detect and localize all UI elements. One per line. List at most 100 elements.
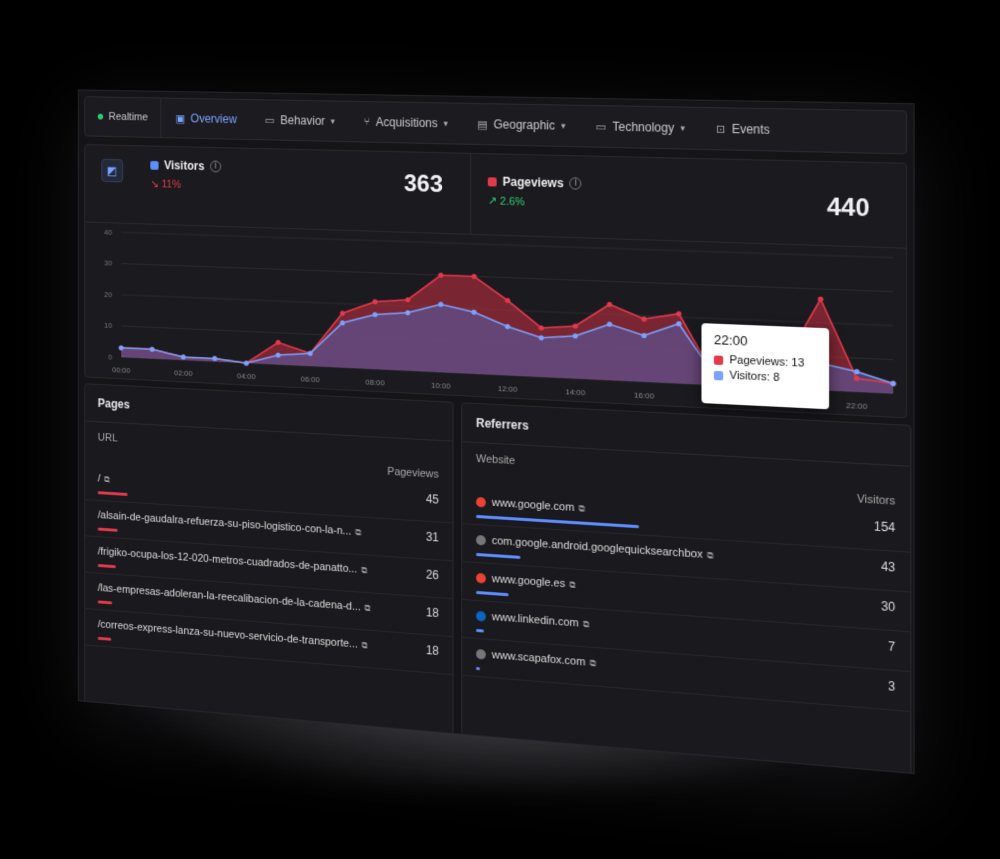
external-link-icon[interactable]: ⧉ <box>355 527 361 538</box>
chevron-down-icon: ▾ <box>331 116 335 127</box>
y-tick-label: 0 <box>108 353 113 362</box>
list-item-left: www.linkedin.com ⧉ <box>476 610 589 630</box>
list-item-left: www.google.es ⧉ <box>476 572 576 591</box>
x-tick-label: 14:00 <box>565 387 586 397</box>
pages-list: / ⧉ 45/alsain-de-gaudalra-refuerza-su-piso… <box>85 464 452 675</box>
list-item-label[interactable]: www.google.com <box>492 497 575 514</box>
external-link-icon[interactable]: ⧉ <box>707 549 714 561</box>
tooltip-pageviews-swatch <box>714 355 723 365</box>
visitors-point <box>119 345 124 350</box>
tab-acquisitions[interactable]: ⑂ Acquisitions ▾ <box>349 102 462 144</box>
list-item-value: 45 <box>426 492 439 507</box>
pageviews-swatch <box>488 177 497 186</box>
x-tick-label: 08:00 <box>365 378 385 388</box>
x-tick-label: 22:00 <box>846 401 868 412</box>
visitors-stat[interactable]: Visitors i ↘ 11% <box>150 158 221 192</box>
x-tick-label: 00:00 <box>112 365 131 375</box>
chart-toggle-icon[interactable]: ◩ <box>101 159 123 183</box>
list-item-left: www.google.com ⧉ <box>476 496 585 515</box>
progress-bar <box>98 528 118 532</box>
external-link-icon[interactable]: ⧉ <box>569 579 575 591</box>
visitors-swatch <box>150 160 158 169</box>
list-item-label[interactable]: / <box>98 473 101 485</box>
x-tick-label: 02:00 <box>174 368 193 378</box>
visitors-value: 363 <box>404 170 443 199</box>
list-item-value: 7 <box>888 639 895 654</box>
referrers-col-site: Website <box>476 453 515 467</box>
list-item-value: 26 <box>426 567 439 582</box>
globe-icon <box>476 649 486 660</box>
google-icon <box>476 573 486 584</box>
list-item-left: www.scapafox.com ⧉ <box>476 648 596 669</box>
tab-geographic[interactable]: ▤ Geographic ▾ <box>463 104 581 147</box>
visitors-change: ↘ 11% <box>150 177 221 192</box>
info-icon[interactable]: i <box>210 160 221 172</box>
tooltip-time: 22:00 <box>714 332 816 352</box>
google-icon <box>476 497 486 508</box>
external-link-icon[interactable]: ⧉ <box>104 474 110 485</box>
tab-overview[interactable]: ▣ Overview <box>162 99 251 140</box>
list-item-label[interactable]: www.google.es <box>492 573 566 590</box>
stats-divider <box>470 154 471 234</box>
tooltip-visitors: Visitors: 8 <box>729 369 779 384</box>
list-item-label[interactable]: www.scapafox.com <box>492 649 586 668</box>
tooltip-visitors-swatch <box>714 370 723 380</box>
tab-behavior[interactable]: ▭ Behavior ▾ <box>251 100 349 141</box>
list-item-value: 31 <box>426 530 439 545</box>
referrers-list: www.google.com ⧉ 154 com.google.android.goo… <box>462 486 910 712</box>
tooltip-pageviews: Pageviews: 13 <box>729 354 804 370</box>
live-dot-icon <box>98 114 103 120</box>
external-link-icon[interactable]: ⧉ <box>365 602 371 613</box>
list-item-value: 43 <box>881 559 895 575</box>
dashboard-icon: ▣ <box>175 112 185 125</box>
progress-bar <box>98 637 111 641</box>
realtime-label: Realtime <box>109 111 148 123</box>
external-link-icon[interactable]: ⧉ <box>361 564 367 575</box>
pageviews-label: Pageviews <box>503 175 564 191</box>
branch-icon: ⑂ <box>364 116 370 128</box>
linkedin-icon <box>476 611 486 622</box>
map-icon: ▤ <box>477 118 487 131</box>
target-icon: ⊡ <box>716 122 726 136</box>
external-link-icon[interactable]: ⧉ <box>578 503 584 515</box>
tab-overview-label: Overview <box>191 112 237 127</box>
browser-icon: ▭ <box>265 113 275 126</box>
referrers-panel: Referrers Website Visitors www.google.co… <box>461 402 911 774</box>
x-tick-label: 12:00 <box>498 384 518 394</box>
dashboard-screen: Realtime ▣ Overview ▭ Behavior ▾ ⑂ Acqui… <box>78 89 915 774</box>
progress-bar <box>476 591 508 596</box>
list-item-value: 3 <box>888 679 895 694</box>
info-icon[interactable]: i <box>570 177 582 189</box>
tab-technology-label: Technology <box>612 120 674 135</box>
x-tick-label: 06:00 <box>301 374 320 384</box>
tab-events-label: Events <box>732 122 770 137</box>
visitors-label: Visitors <box>164 158 204 173</box>
tab-events[interactable]: ⊡ Events <box>700 108 785 151</box>
top-nav: Realtime ▣ Overview ▭ Behavior ▾ ⑂ Acqui… <box>84 96 907 154</box>
progress-bar <box>476 553 520 559</box>
x-tick-label: 16:00 <box>634 391 655 401</box>
external-link-icon[interactable]: ⧉ <box>583 618 589 630</box>
list-item-value: 154 <box>874 519 895 535</box>
tab-behavior-label: Behavior <box>280 113 325 128</box>
realtime-indicator[interactable]: Realtime <box>85 97 162 137</box>
external-link-icon[interactable]: ⧉ <box>362 640 368 651</box>
tab-acquisitions-label: Acquisitions <box>376 115 438 130</box>
chevron-down-icon: ▾ <box>561 120 566 131</box>
y-tick-label: 40 <box>104 228 113 237</box>
list-item-label[interactable]: /alsain-de-gaudalra-refuerza-su-piso-log… <box>98 509 352 537</box>
tooltip-pageviews-row: Pageviews: 13 <box>714 353 816 370</box>
list-item-label[interactable]: www.linkedin.com <box>492 611 579 630</box>
list-item-value: 18 <box>426 605 439 620</box>
progress-bar <box>476 667 480 670</box>
external-link-icon[interactable]: ⧉ <box>590 657 596 669</box>
tooltip-visitors-row: Visitors: 8 <box>714 369 816 386</box>
y-tick-label: 10 <box>104 321 113 330</box>
pages-panel: Pages URL Pageviews / ⧉ 45/alsain-de-gauda… <box>84 383 453 743</box>
pageviews-stat[interactable]: Pageviews i ↗ 2.6% <box>488 174 582 210</box>
tab-technology[interactable]: ▭ Technology ▾ <box>581 106 701 149</box>
globe-icon <box>476 535 486 546</box>
list-item-value: 30 <box>881 599 895 615</box>
referrers-col-visitors: Visitors <box>857 493 895 508</box>
